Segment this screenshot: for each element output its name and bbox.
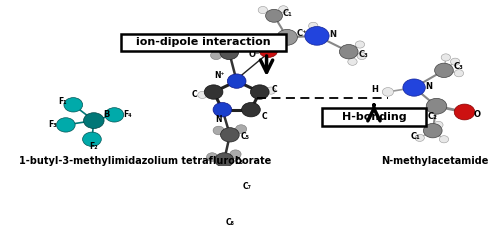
Text: F₃: F₃ (48, 120, 57, 129)
Circle shape (382, 88, 394, 96)
FancyBboxPatch shape (322, 108, 426, 126)
Text: C₁: C₁ (282, 9, 292, 18)
Text: C₇: C₇ (242, 182, 251, 191)
Circle shape (231, 38, 242, 47)
Text: C₃: C₃ (454, 61, 464, 70)
Circle shape (82, 132, 102, 146)
Circle shape (230, 150, 241, 158)
Circle shape (234, 214, 245, 222)
Circle shape (105, 108, 124, 122)
Circle shape (242, 103, 260, 117)
Circle shape (356, 41, 364, 48)
Circle shape (206, 153, 218, 161)
Circle shape (210, 51, 222, 60)
Text: C: C (261, 112, 267, 121)
Circle shape (454, 104, 475, 120)
Circle shape (56, 118, 75, 132)
Text: 1-butyl-3-methylimidazolium tetrafluroborate: 1-butyl-3-methylimidazolium tetraflurobo… (19, 156, 272, 166)
Circle shape (266, 9, 282, 22)
Circle shape (278, 6, 288, 13)
Circle shape (434, 121, 443, 128)
Circle shape (215, 199, 226, 208)
Circle shape (415, 134, 424, 141)
Text: C: C (192, 90, 198, 99)
Circle shape (450, 58, 460, 65)
Text: F₁: F₁ (58, 97, 66, 106)
Text: C₆: C₆ (235, 157, 244, 166)
Circle shape (440, 136, 448, 143)
Circle shape (454, 70, 464, 77)
Text: H-bonding: H-bonding (342, 112, 406, 122)
Text: C₈: C₈ (226, 218, 234, 227)
Circle shape (214, 178, 225, 186)
Circle shape (204, 85, 223, 99)
Text: C₄: C₄ (238, 42, 247, 51)
Text: N: N (330, 30, 336, 39)
Circle shape (441, 54, 450, 61)
Circle shape (426, 98, 447, 114)
Circle shape (424, 124, 442, 138)
Circle shape (210, 212, 220, 221)
Text: N⁺: N⁺ (214, 71, 225, 80)
Circle shape (340, 45, 358, 59)
Circle shape (277, 29, 297, 45)
Circle shape (266, 87, 276, 94)
Text: F₄: F₄ (123, 110, 132, 119)
Circle shape (305, 27, 329, 45)
Text: C₁: C₁ (411, 132, 421, 141)
Text: O⁻: O⁻ (248, 50, 260, 59)
Circle shape (403, 79, 425, 96)
Circle shape (236, 125, 246, 133)
Circle shape (308, 22, 318, 29)
Circle shape (220, 128, 239, 142)
Circle shape (64, 98, 82, 112)
Text: H: H (372, 85, 378, 94)
Circle shape (348, 58, 357, 65)
Circle shape (258, 6, 268, 14)
Text: ion-dipole interaction: ion-dipole interaction (136, 37, 270, 47)
Circle shape (218, 204, 238, 218)
Text: C⁺: C⁺ (297, 29, 308, 38)
Circle shape (228, 74, 246, 88)
Circle shape (220, 45, 238, 60)
Circle shape (213, 103, 232, 117)
Text: N: N (216, 115, 222, 124)
Circle shape (215, 153, 234, 167)
Circle shape (198, 91, 207, 98)
Text: F₂: F₂ (90, 142, 98, 151)
Text: N-methylacetamide: N-methylacetamide (381, 156, 488, 166)
Text: C: C (272, 85, 278, 94)
Text: C₅: C₅ (240, 132, 250, 141)
Text: O: O (474, 110, 481, 119)
Circle shape (214, 40, 226, 48)
Circle shape (434, 63, 454, 78)
Text: C₂: C₂ (428, 112, 438, 121)
Text: B: B (104, 110, 110, 119)
Circle shape (259, 43, 278, 58)
Text: N: N (426, 82, 432, 91)
Circle shape (222, 178, 241, 192)
Circle shape (84, 113, 104, 128)
FancyBboxPatch shape (121, 34, 286, 51)
Circle shape (357, 52, 366, 60)
Circle shape (238, 175, 248, 184)
Circle shape (213, 126, 224, 135)
Circle shape (250, 85, 269, 99)
Text: C₃: C₃ (359, 50, 368, 59)
